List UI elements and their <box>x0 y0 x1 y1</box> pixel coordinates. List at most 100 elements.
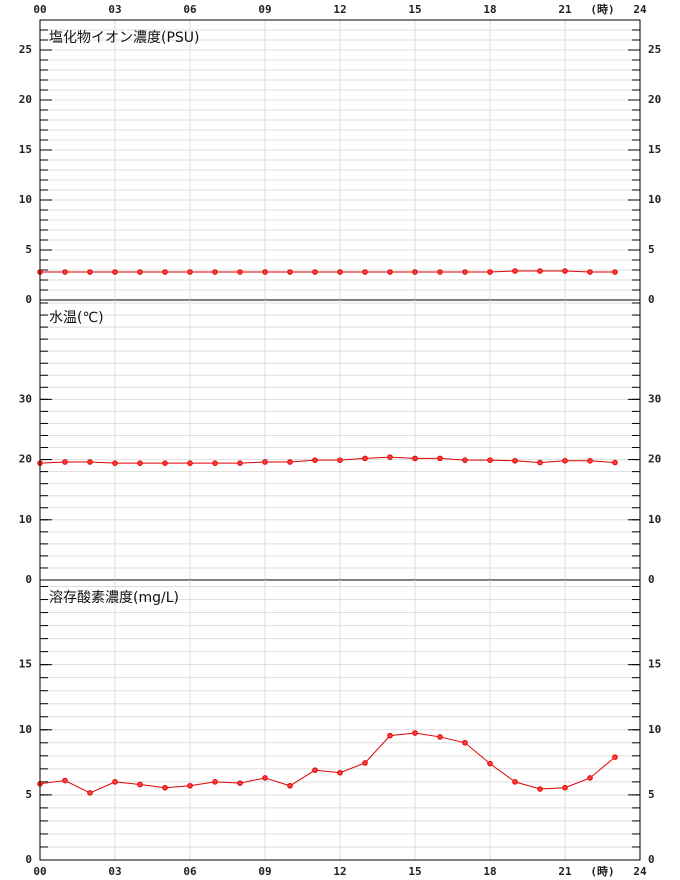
x-tick-label: 09 <box>258 3 271 16</box>
point <box>187 782 193 789</box>
y-tick-label: 30 <box>648 392 661 405</box>
point <box>437 455 443 462</box>
point <box>87 790 93 796</box>
y-tick-label: 20 <box>648 453 661 466</box>
point <box>512 457 518 464</box>
y-tick-label: 0 <box>648 293 655 306</box>
point <box>87 269 93 275</box>
x-tick-label: 03 <box>108 3 121 16</box>
point <box>262 269 268 275</box>
y-tick-label: 20 <box>19 93 32 106</box>
x-tick-label: 15 <box>408 3 421 16</box>
y-tick-label: 10 <box>19 193 32 206</box>
x-tick-label: 24 <box>633 3 647 16</box>
y-tick-label: 5 <box>25 788 32 801</box>
point <box>62 777 68 784</box>
point <box>312 767 318 773</box>
point <box>562 784 568 791</box>
point <box>562 268 568 274</box>
point <box>437 734 443 740</box>
y-tick-label: 10 <box>648 193 661 206</box>
point <box>412 730 418 736</box>
point <box>612 269 618 275</box>
y-tick-label: 10 <box>19 513 32 526</box>
x-tick-label: 06 <box>183 3 197 16</box>
y-tick-label: 10 <box>648 513 661 526</box>
point <box>537 786 543 792</box>
point <box>362 455 368 462</box>
point <box>312 457 318 463</box>
x-tick-label: 15 <box>408 865 421 878</box>
point <box>287 782 293 789</box>
y-tick-label: 0 <box>648 573 655 586</box>
x-tick-label: 21 <box>558 3 572 16</box>
point <box>287 459 293 465</box>
y-tick-label: 15 <box>648 658 661 671</box>
point <box>237 460 243 466</box>
line <box>39 456 616 464</box>
y-tick-label: 15 <box>19 658 32 671</box>
point <box>562 457 568 464</box>
line <box>39 732 616 794</box>
point <box>362 269 368 275</box>
point <box>237 780 243 786</box>
panel-title: 水温(℃) <box>49 310 104 326</box>
point <box>412 455 418 462</box>
point <box>412 269 418 275</box>
x-tick-label: 18 <box>483 3 496 16</box>
point <box>387 454 393 460</box>
point <box>487 457 493 463</box>
line <box>40 270 615 273</box>
x-tick-label: 06 <box>183 865 197 878</box>
y-tick-label: 20 <box>648 93 661 106</box>
y-tick-label: 20 <box>19 453 32 466</box>
point <box>612 754 618 760</box>
point <box>212 779 218 785</box>
x-tick-label: 12 <box>333 3 346 16</box>
y-tick-label: 5 <box>648 243 655 256</box>
point <box>287 269 293 275</box>
point <box>237 269 243 275</box>
x-tick-label: 21 <box>558 865 572 878</box>
y-tick-label: 15 <box>19 143 32 156</box>
y-tick-label: 0 <box>648 853 655 866</box>
point <box>512 779 518 785</box>
point <box>512 268 518 274</box>
point <box>437 269 443 275</box>
y-tick-label: 0 <box>25 573 32 586</box>
x-unit-label: (時) <box>590 864 614 878</box>
point <box>337 457 343 463</box>
x-tick-label: 03 <box>108 865 121 878</box>
y-tick-label: 5 <box>25 243 32 256</box>
point <box>137 781 143 788</box>
point <box>162 269 168 275</box>
x-tick-label: 00 <box>33 865 46 878</box>
point <box>462 269 468 275</box>
point <box>137 269 143 275</box>
point <box>137 460 143 466</box>
point <box>212 460 218 466</box>
y-tick-label: 10 <box>648 723 661 736</box>
point <box>212 269 218 275</box>
point <box>112 460 118 466</box>
point <box>162 784 168 791</box>
point <box>162 460 168 466</box>
y-tick-label: 15 <box>648 143 661 156</box>
point <box>262 775 268 781</box>
point <box>62 269 68 275</box>
point <box>112 779 118 785</box>
y-tick-label: 0 <box>25 853 32 866</box>
x-tick-label: 24 <box>633 865 647 878</box>
y-tick-label: 5 <box>648 788 655 801</box>
x-tick-label: 12 <box>333 865 346 878</box>
point <box>312 269 318 275</box>
point <box>337 769 343 776</box>
point <box>487 760 493 767</box>
plot-frame <box>39 19 641 861</box>
y-tick-label: 25 <box>19 43 32 56</box>
point <box>612 459 618 466</box>
point <box>337 269 343 275</box>
point <box>537 459 543 466</box>
y-tick-label: 0 <box>25 293 32 306</box>
